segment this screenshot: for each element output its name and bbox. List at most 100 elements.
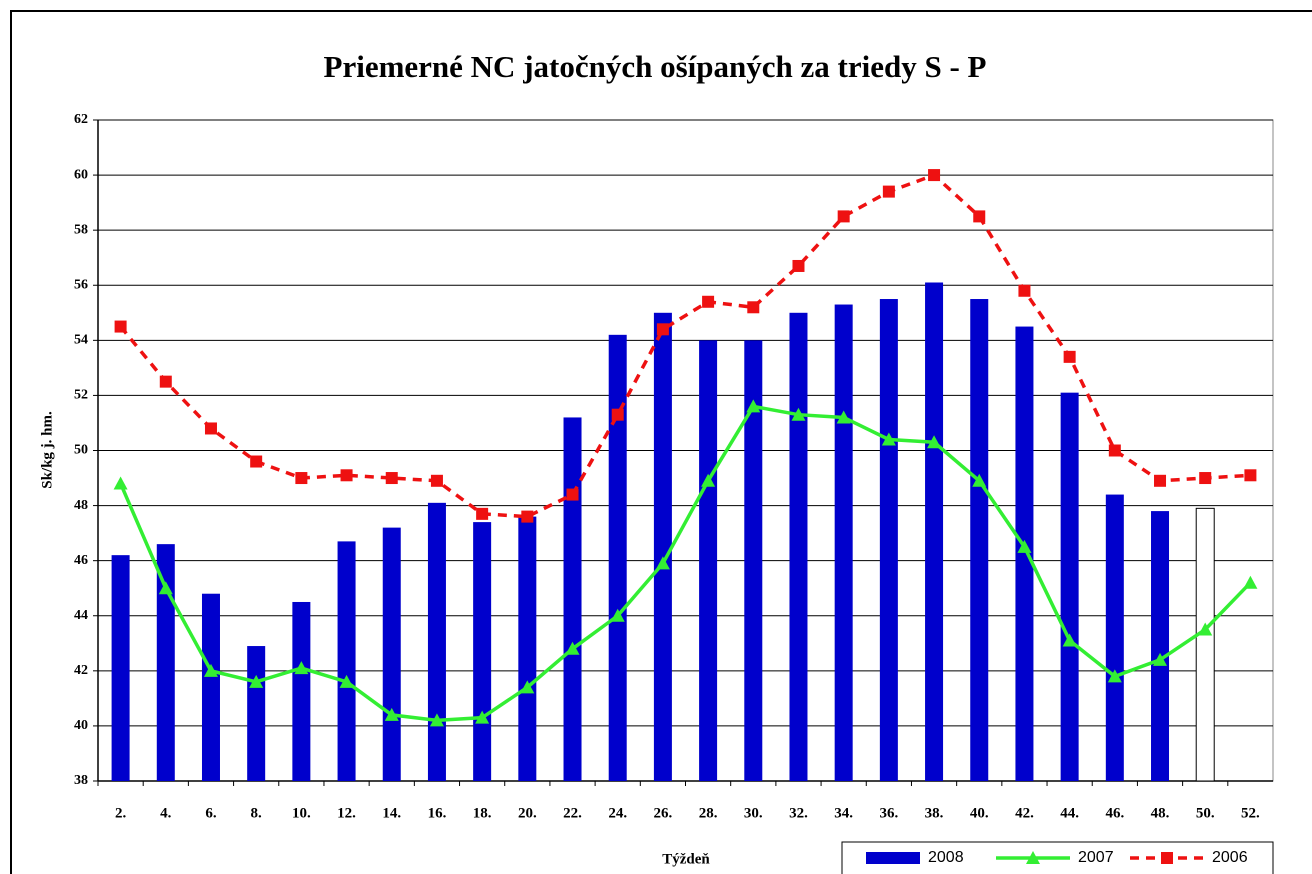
- bar: [879, 299, 898, 781]
- bar: [473, 522, 492, 781]
- legend-marker: [1026, 851, 1040, 864]
- marker: [476, 507, 489, 520]
- x-tick-label: 20.: [518, 805, 537, 821]
- marker: [294, 661, 309, 675]
- marker: [882, 185, 895, 198]
- x-tick-label: 2.: [115, 805, 127, 821]
- marker: [791, 407, 806, 421]
- marker: [702, 295, 715, 308]
- legend-label: 2008: [928, 849, 964, 866]
- x-tick-label: 12.: [337, 805, 356, 821]
- x-tick-label: 38.: [925, 805, 944, 821]
- y-tick-label: 52: [74, 388, 88, 403]
- bar: [789, 312, 808, 781]
- x-tick-label: 18.: [473, 805, 492, 821]
- marker: [1198, 622, 1213, 636]
- marker: [928, 169, 941, 182]
- x-tick-label: 50.: [1196, 805, 1215, 821]
- y-tick-label: 42: [74, 663, 88, 678]
- marker: [475, 710, 490, 724]
- marker: [159, 375, 172, 388]
- marker: [114, 320, 127, 333]
- marker: [249, 674, 264, 688]
- marker: [429, 713, 444, 727]
- legend-marker: [1161, 852, 1173, 864]
- chart-title: Priemerné NC jatočných ošípaných za trie…: [324, 49, 987, 84]
- x-tick-label: 30.: [744, 805, 763, 821]
- bar: [925, 282, 944, 781]
- marker: [746, 399, 761, 413]
- bar: [156, 544, 175, 781]
- marker: [430, 474, 443, 487]
- marker: [1154, 474, 1167, 487]
- marker: [1153, 652, 1168, 666]
- x-tick-label: 14.: [382, 805, 401, 821]
- x-tick-label: 10.: [292, 805, 311, 821]
- marker: [881, 432, 896, 446]
- marker: [204, 422, 217, 435]
- marker: [836, 410, 851, 424]
- line: [118, 404, 1252, 723]
- marker: [973, 210, 986, 223]
- marker: [1108, 444, 1121, 457]
- bar: [699, 340, 718, 781]
- x-tick-label: 48.: [1151, 805, 1170, 821]
- marker: [655, 556, 670, 570]
- bar: [1015, 326, 1034, 781]
- marker: [927, 435, 942, 449]
- marker: [1018, 284, 1031, 297]
- bar: [608, 334, 627, 781]
- x-tick-label: 46.: [1105, 805, 1124, 821]
- y-tick-label: 56: [74, 277, 88, 292]
- y-tick-label: 54: [74, 333, 88, 348]
- y-tick-label: 58: [74, 222, 88, 237]
- y-tick-label: 40: [74, 718, 88, 733]
- x-axis-label: Týždeň: [662, 851, 710, 867]
- y-tick-label: 60: [74, 167, 88, 182]
- x-tick-label: 4.: [160, 805, 172, 821]
- x-tick-label: 8.: [251, 805, 263, 821]
- bar: [1151, 511, 1170, 781]
- bar: [427, 502, 446, 781]
- marker: [610, 608, 625, 622]
- marker: [701, 473, 716, 487]
- marker: [385, 472, 398, 485]
- marker: [250, 455, 263, 468]
- x-tick-label: 32.: [789, 805, 808, 821]
- marker: [384, 707, 399, 721]
- marker: [1243, 575, 1258, 589]
- y-tick-label: 46: [74, 553, 88, 568]
- chart-frame: [10, 10, 1312, 874]
- x-tick-label: 40.: [970, 805, 989, 821]
- marker: [203, 663, 218, 677]
- y-tick-label: 48: [74, 498, 88, 513]
- bar: [201, 593, 220, 781]
- bar: [744, 340, 763, 781]
- marker: [1107, 669, 1122, 683]
- marker: [566, 488, 579, 501]
- marker: [1063, 350, 1076, 363]
- y-tick-label: 38: [74, 773, 88, 788]
- y-tick-label: 62: [74, 112, 88, 127]
- x-tick-label: 34.: [834, 805, 853, 821]
- x-tick-label: 16.: [428, 805, 447, 821]
- bar: [337, 541, 356, 781]
- marker: [1017, 539, 1032, 553]
- y-tick-label: 44: [74, 608, 88, 623]
- bar: [111, 555, 130, 781]
- marker: [295, 472, 308, 485]
- bar: [1105, 494, 1124, 781]
- marker: [1062, 633, 1077, 647]
- y-tick-label: 50: [74, 443, 88, 458]
- marker: [520, 680, 535, 694]
- marker: [656, 323, 669, 336]
- marker: [611, 408, 624, 421]
- marker: [158, 581, 173, 595]
- x-tick-label: 28.: [699, 805, 718, 821]
- marker: [113, 476, 128, 490]
- legend: 2008 2007 2006: [841, 841, 1274, 874]
- marker: [340, 469, 353, 482]
- bar: [653, 312, 672, 781]
- marker: [1199, 472, 1212, 485]
